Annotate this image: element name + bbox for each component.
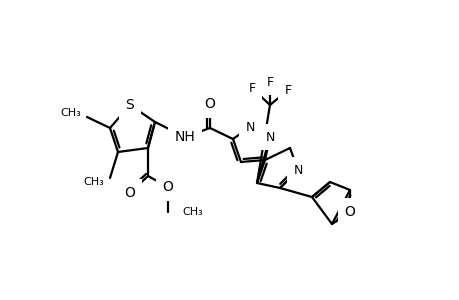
Text: F: F bbox=[284, 83, 291, 97]
Text: N: N bbox=[245, 121, 254, 134]
Text: CH₃: CH₃ bbox=[182, 207, 202, 217]
Text: S: S bbox=[125, 98, 134, 112]
Text: N: N bbox=[293, 164, 302, 176]
Text: O: O bbox=[204, 97, 215, 111]
Text: NH: NH bbox=[174, 130, 195, 144]
Text: O: O bbox=[162, 180, 173, 194]
Text: N: N bbox=[265, 130, 274, 143]
Text: CH₃: CH₃ bbox=[84, 177, 104, 187]
Text: O: O bbox=[124, 186, 135, 200]
Text: O: O bbox=[344, 205, 355, 219]
Text: F: F bbox=[248, 82, 255, 94]
Text: CH₃: CH₃ bbox=[61, 108, 81, 118]
Text: F: F bbox=[266, 76, 273, 88]
